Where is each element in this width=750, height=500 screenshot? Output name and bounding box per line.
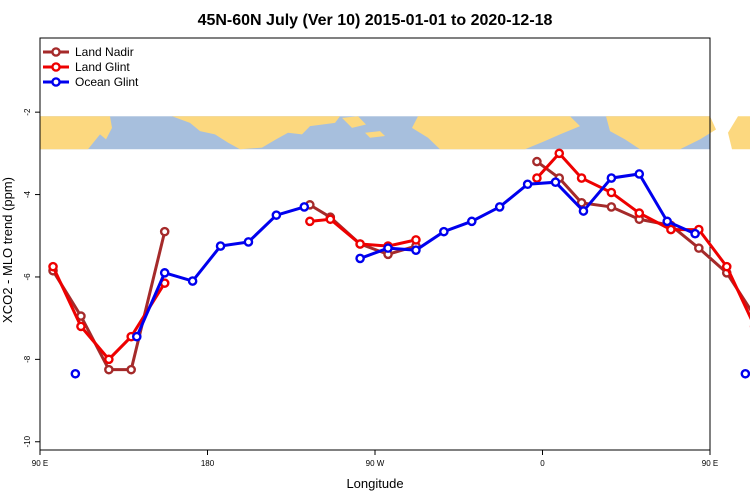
y-tick-label: -10 [23, 435, 32, 447]
data-point [532, 173, 542, 183]
legend-marker [51, 62, 61, 72]
land-mass-6 [728, 116, 750, 150]
x-tick-label: 0 [540, 459, 545, 468]
data-point [159, 268, 170, 278]
data-point [70, 368, 81, 379]
y-tick-label: -2 [23, 108, 32, 116]
data-point [494, 202, 505, 212]
land-mass-4 [412, 116, 580, 150]
data-point [466, 216, 477, 227]
data-point [550, 177, 561, 187]
land-mass-2 [342, 116, 366, 128]
data-point [576, 197, 587, 208]
x-tick-label: 90 E [702, 459, 718, 468]
data-point [740, 368, 750, 379]
data-point [576, 173, 587, 183]
data-point [355, 239, 365, 249]
x-tick-label: 90 E [32, 459, 48, 468]
data-point [131, 331, 142, 342]
map-strip [40, 116, 750, 150]
data-point [383, 243, 393, 253]
data-point [76, 321, 86, 332]
data-point [606, 202, 617, 212]
data-point [662, 216, 672, 227]
data-point [532, 156, 542, 167]
data-point [305, 216, 315, 227]
data-point [694, 243, 704, 253]
chart-title: 45N-60N July (Ver 10) 2015-01-01 to 2020… [198, 12, 553, 29]
series-line [536, 160, 750, 312]
data-point [411, 235, 421, 245]
y-axis: -2 -4 -6 -8 -10 [23, 108, 40, 448]
data-point [104, 364, 114, 375]
legend-label: Land Glint [75, 60, 130, 74]
land-mass-0 [40, 116, 112, 150]
legend-label: Land Nadir [75, 45, 134, 59]
legend-label: Ocean Glint [75, 75, 139, 89]
legend-marker [51, 77, 61, 87]
y-tick-label: -8 [23, 355, 32, 363]
y-tick-label: -4 [23, 190, 32, 198]
x-axis: 90 E 180 90 W 0 90 E [32, 450, 718, 468]
series-layer [48, 148, 750, 379]
data-point [104, 354, 114, 365]
series-line [535, 151, 750, 320]
x-tick-label: 180 [201, 459, 215, 468]
data-point [187, 276, 198, 286]
data-point [299, 202, 310, 212]
data-point [159, 226, 170, 237]
data-point [634, 169, 645, 179]
legend-marker [51, 47, 61, 57]
data-point [439, 226, 449, 237]
data-point [355, 253, 365, 264]
data-point [634, 208, 645, 218]
map-land [40, 116, 750, 150]
land-mass-1 [172, 116, 340, 150]
y-tick-label: -6 [23, 273, 32, 281]
data-point [411, 245, 421, 255]
data-point [522, 179, 533, 190]
land-mass-5 [606, 116, 716, 150]
data-point [721, 261, 732, 272]
x-tick-label: 90 W [366, 459, 385, 468]
data-point [126, 364, 136, 375]
data-point [271, 210, 282, 220]
land-mass-3 [365, 131, 385, 138]
data-point [325, 214, 336, 225]
data-point [690, 228, 700, 239]
y-axis-label: XCO2 - MLO trend (ppm) [0, 177, 15, 323]
data-point [215, 241, 226, 251]
data-point [554, 148, 565, 159]
x-axis-label: Longitude [346, 476, 403, 491]
data-point [48, 261, 58, 272]
series-ocean-glint [70, 169, 750, 379]
data-point [578, 206, 589, 216]
data-point [606, 173, 617, 183]
data-point [666, 224, 676, 235]
data-point [243, 237, 254, 247]
series-land-nadir [48, 156, 750, 375]
data-point [606, 187, 617, 198]
